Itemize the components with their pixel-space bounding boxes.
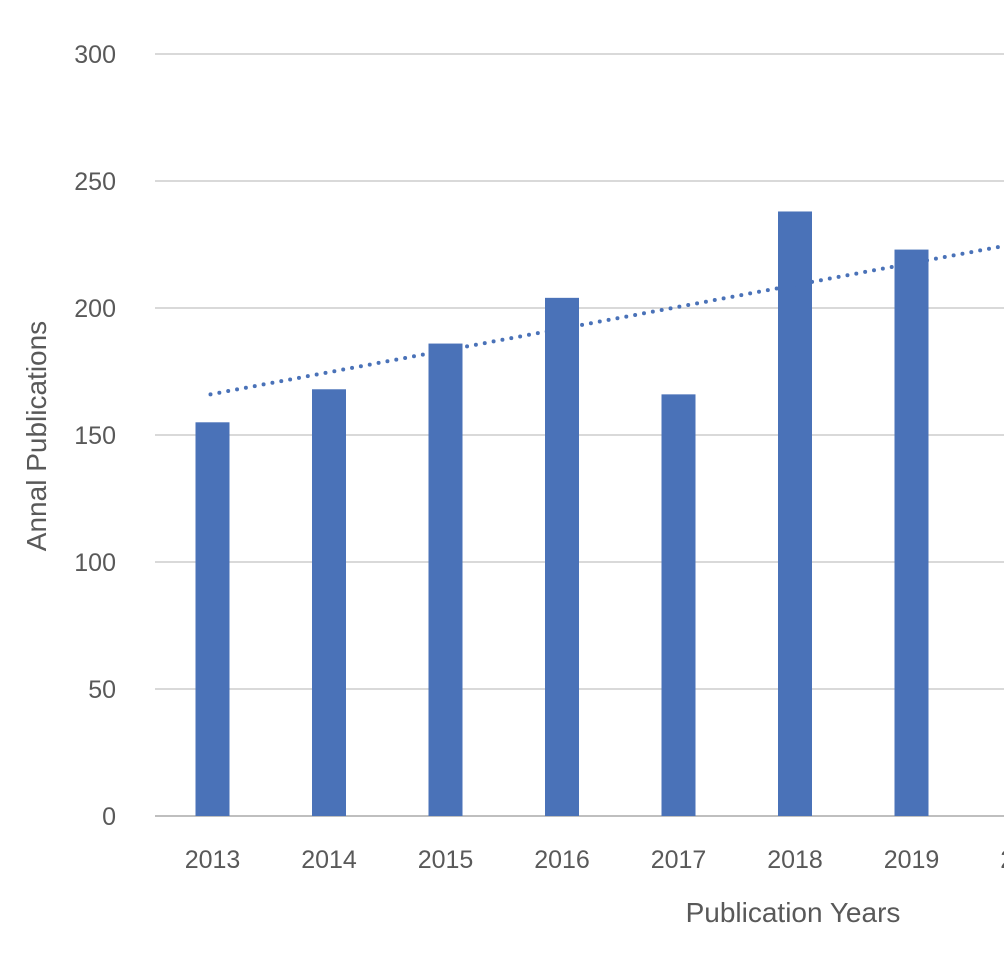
y-tick-label: 200 bbox=[74, 295, 116, 323]
x-tick-label: 2015 bbox=[418, 846, 474, 874]
y-axis-ticks: 0 50 100 150 200 250 300 bbox=[74, 41, 116, 831]
x-tick-label: 2018 bbox=[767, 846, 823, 874]
x-tick-label: 2017 bbox=[651, 846, 707, 874]
bar-2013 bbox=[195, 422, 230, 816]
x-tick-label: 2014 bbox=[301, 846, 357, 874]
bar-2014 bbox=[312, 389, 346, 816]
x-tick-label: 2013 bbox=[185, 846, 241, 874]
gridlines bbox=[155, 53, 1004, 817]
y-axis-title: Annal Publications bbox=[21, 321, 52, 551]
x-tick-label: 2019 bbox=[884, 846, 940, 874]
bars bbox=[195, 211, 929, 817]
x-axis-title: Publication Years bbox=[686, 897, 901, 928]
trendline-line bbox=[208, 243, 1004, 397]
x-tick-label: 2020 bbox=[1000, 846, 1004, 874]
bar-2019 bbox=[894, 249, 929, 816]
x-axis-ticks: 2013 2014 2015 2016 2017 2018 2019 2020 bbox=[185, 846, 1004, 874]
bar-2016 bbox=[545, 297, 579, 817]
y-tick-label: 250 bbox=[74, 168, 116, 196]
y-tick-label: 50 bbox=[88, 676, 116, 704]
bar-2015 bbox=[428, 343, 463, 816]
y-tick-label: 100 bbox=[74, 549, 116, 577]
x-tick-label: 2016 bbox=[534, 846, 590, 874]
y-tick-label: 300 bbox=[74, 41, 116, 69]
y-tick-label: 150 bbox=[74, 422, 116, 450]
bar-2018 bbox=[778, 211, 812, 817]
y-tick-label: 0 bbox=[102, 803, 116, 831]
trendline bbox=[208, 243, 1004, 397]
bar-2017 bbox=[661, 394, 696, 816]
